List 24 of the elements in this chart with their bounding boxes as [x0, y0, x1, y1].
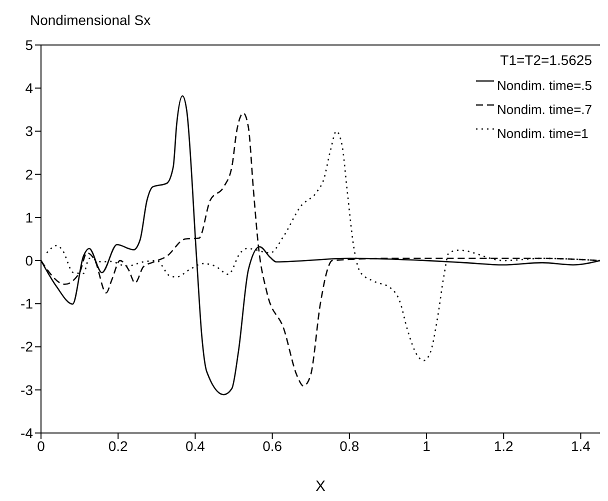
x-axis-title: X [315, 478, 326, 495]
y-tick-label: 2 [25, 166, 34, 182]
y-tick-label: 3 [25, 123, 34, 140]
x-tick-label: 0.4 [185, 438, 206, 454]
x-tick-label: 0.8 [340, 438, 360, 454]
x-tick-label: 0.6 [262, 438, 282, 454]
x-tick-label: 1 [422, 438, 431, 454]
y-axis-title: Nondimensional Sx [30, 12, 151, 28]
x-tick-label: 0 [37, 438, 46, 454]
y-tick-label: -2 [20, 338, 34, 355]
annotation: T1=T2=1.5625 [500, 52, 592, 68]
x-tick-label: 1.2 [494, 438, 514, 454]
legend-label: Nondim. time=1 [496, 126, 588, 141]
x-tick-label: 0.2 [108, 438, 128, 454]
x-tick-label: 1.4 [570, 438, 591, 454]
legend-label: Nondim. time=.5 [496, 78, 592, 93]
y-tick-label: -1 [20, 296, 34, 312]
y-tick-label: 4 [25, 80, 34, 96]
y-tick-label: 0 [25, 252, 34, 269]
legend-label: Nondim. time=.7 [496, 102, 592, 117]
y-tick-label: 1 [25, 209, 34, 226]
y-tick-label: 5 [25, 36, 34, 53]
y-tick-label: -3 [20, 382, 34, 398]
y-tick-label: -4 [20, 424, 34, 441]
